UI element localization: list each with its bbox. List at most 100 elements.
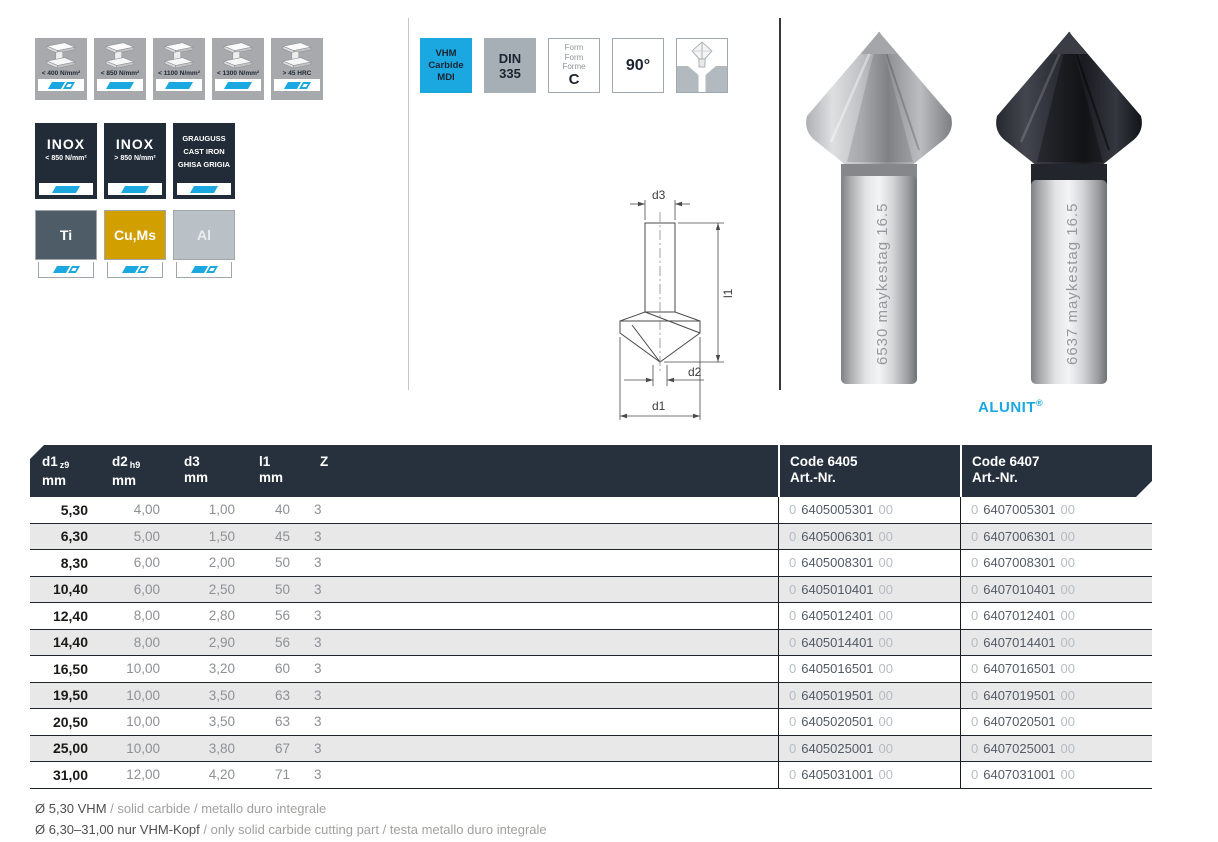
shank-etching-6530: 6530 maykestag 16.5 [874,203,891,365]
drawing-label-l1: l1 [721,288,735,298]
cell-z: 3 [314,555,322,571]
inox-strength-label: < 850 N/mm² [45,155,87,162]
material-tile-cast-iron: GRAUGUSS CAST IRON GHISA GRIGIA [173,123,235,199]
cell-artnr-6405: 0 6405014401 00 [778,629,960,655]
cell-d1: 5,30 [60,501,88,518]
cast-iron-label-de: GRAUGUSS [182,134,226,143]
cell-artnr-6405: 0 6405025001 00 [778,735,960,761]
coolant-indicator [107,262,163,278]
cell-artnr-6405: 0 6405020501 00 [778,709,960,735]
drawing-label-d2: d2 [688,365,702,379]
inox-title: INOX [46,136,86,152]
cell-d3: 4,20 [208,767,235,783]
cell-d1: 31,00 [52,766,88,783]
cell-z: 3 [314,608,322,624]
product-photo-countersink-6530: 6530 maykestag 16.5 [806,31,952,384]
cell-artnr-6407: 0 6407025001 00 [960,735,1152,761]
header-d1: d1 z9 mm [42,454,70,488]
cell-artnr-6407: 0 6407016501 00 [960,656,1152,682]
cell-l1: 60 [274,661,290,677]
table-row: 14,40 8,00 2,90 56 3 0 6405014401 00 0 6407… [30,629,1152,656]
material-tile-steel: < 1100 N/mm² [153,38,205,100]
cell-d1: 14,40 [52,634,88,651]
cell-d2: 12,00 [126,767,160,783]
indicator-filled [105,81,135,89]
cell-d3: 3,50 [208,687,235,703]
cell-d2: 10,00 [126,714,160,730]
cell-l1: 63 [274,714,290,730]
footnote-line: Ø 6,30–31,00 nur VHM-Kopf / only solid c… [35,819,547,840]
nonferrous-title: Ti [35,210,97,260]
steel-beam-icon [281,42,313,69]
angle-value: 90° [625,56,651,74]
coating-label-alunit: ALUNIT® [978,398,1043,416]
coolant-indicator [176,262,232,278]
table-row: 12,40 8,00 2,80 56 3 0 6405012401 00 0 6407… [30,603,1152,630]
footnotes: Ø 5,30 VHM / solid carbide / metallo dur… [35,798,547,840]
table-row: 25,00 10,00 3,80 67 3 0 6405025001 00 0 640… [30,735,1152,762]
cell-d2: 10,00 [126,740,160,756]
header-z: Z [320,454,329,469]
steel-beam-icon [45,42,77,69]
header-code-6405: Code 6405 Art.-Nr. [778,445,960,497]
header-d3: d3 mm [184,454,209,485]
coolant-indicator [274,79,320,91]
table-row: 31,00 12,00 4,20 71 3 0 6405031001 00 0 640… [30,762,1152,789]
cell-d3: 3,80 [208,740,235,756]
cell-d3: 2,90 [208,634,235,650]
cell-z: 3 [314,528,322,544]
cell-l1: 71 [274,767,290,783]
coolant-indicator [177,183,231,195]
material-tile-steel: > 45 HRC [271,38,323,100]
badge-countersink-pictogram [676,38,728,93]
cell-artnr-6407: 0 6407010401 00 [960,576,1152,602]
table-header: d1 z9 mm d2 h9 mm d3 mm l1 mm Z Code 6405 … [30,445,1152,497]
cell-d3: 2,80 [208,608,235,624]
form-label-en: Form [564,52,584,62]
coolant-indicator [156,79,202,91]
cell-artnr-6405: 0 6405008301 00 [778,550,960,576]
technical-drawing: d3 l1 d2 d1 [619,190,735,420]
material-tile-nonferrous: Cu,Ms [104,210,166,281]
cell-d1: 20,50 [52,713,88,730]
cell-d2: 10,00 [126,661,160,677]
nonferrous-tile-row: Ti Cu,Ms Al [35,210,323,281]
cell-d2: 4,00 [133,502,160,518]
section-divider-right [779,18,781,390]
footnote-strong: Ø 6,30–31,00 nur VHM-Kopf [35,822,200,837]
form-value: C [568,70,580,88]
cell-d3: 1,50 [208,528,235,544]
badge-vhm-carbide: VHM Carbide MDI [420,38,472,93]
cell-z: 3 [314,740,322,756]
table-row: 5,30 4,00 1,00 40 3 0 6405005301 00 0 64070… [30,497,1152,524]
cell-z: 3 [314,661,322,677]
steel-tile-row: < 400 N/mm² [35,38,323,100]
vhm-line1: VHM [435,47,457,59]
table-row: 8,30 6,00 2,00 50 3 0 6405008301 00 0 64070… [30,550,1152,577]
strength-label: < 1100 N/mm² [158,70,200,77]
cell-artnr-6407: 0 6407012401 00 [960,603,1152,629]
cell-d2: 6,00 [133,581,160,597]
material-tile-steel: < 850 N/mm² [94,38,146,100]
cell-d2: 10,00 [126,687,160,703]
cell-d2: 6,00 [133,555,160,571]
cell-artnr-6407: 0 6407031001 00 [960,762,1152,788]
cell-artnr-6405: 0 6405031001 00 [778,762,960,788]
coolant-indicator [215,79,261,91]
indicator-filled [283,81,301,89]
indicator-filled [190,266,208,273]
cell-d3: 2,00 [208,555,235,571]
indicator-filled [164,81,194,89]
cell-z: 3 [314,767,322,783]
steel-beam-icon [163,42,195,69]
strength-label: < 850 N/mm² [100,70,140,77]
cell-z: 3 [314,502,322,518]
cell-artnr-6405: 0 6405016501 00 [778,656,960,682]
cell-d1: 10,40 [52,581,88,598]
badge-din-335: DIN 335 [484,38,536,93]
cell-l1: 56 [274,608,290,624]
indicator-filled [51,185,81,193]
cell-z: 3 [314,581,322,597]
cell-artnr-6407: 0 6407020501 00 [960,709,1152,735]
inox-title: INOX [115,136,155,152]
